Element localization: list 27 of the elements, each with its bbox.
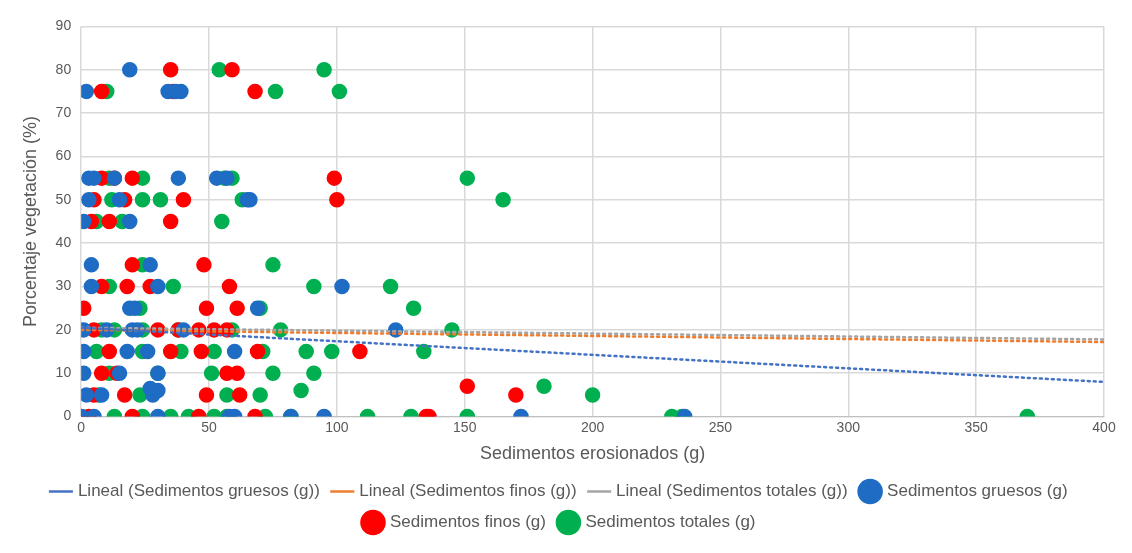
y-tick-label: 0 — [63, 407, 72, 424]
y-tick-label: 90 — [55, 17, 72, 34]
legend-label: Lineal (Sedimentos totales (g)) — [616, 481, 848, 501]
y-tick-label: 70 — [55, 103, 72, 120]
x-tick-label: 150 — [453, 418, 477, 435]
legend-label: Sedimentos totales (g) — [585, 512, 756, 532]
x-axis-title: Sedimentos erosionados (g) — [480, 443, 706, 464]
y-axis-title: Porcentaje vegetación (%) — [19, 115, 40, 328]
y-tick-label: 20 — [55, 320, 72, 337]
x-tick-label: 350 — [964, 418, 989, 435]
legend-label: Sedimentos finos (g) — [390, 512, 546, 532]
y-tick-label: 50 — [55, 190, 72, 207]
x-tick-label: 400 — [1092, 418, 1116, 435]
x-tick-label: 300 — [836, 418, 861, 435]
legend-label: Lineal (Sedimentos gruesos (g)) — [77, 481, 320, 501]
y-tick-label: 40 — [55, 234, 72, 251]
x-tick-label: 100 — [325, 418, 349, 435]
legend-label: Lineal (Sedimentos finos (g)) — [359, 481, 577, 501]
y-tick-label: 80 — [55, 60, 72, 77]
x-tick-label: 250 — [708, 418, 733, 435]
x-tick-label: 200 — [580, 418, 605, 435]
y-tick-label: 10 — [55, 364, 72, 381]
x-tick-label: 0 — [77, 418, 86, 435]
y-tick-label: 60 — [55, 147, 72, 164]
x-tick-label: 50 — [201, 418, 218, 435]
y-tick-label: 30 — [55, 277, 72, 294]
legend-label: Sedimentos gruesos (g) — [887, 481, 1068, 501]
